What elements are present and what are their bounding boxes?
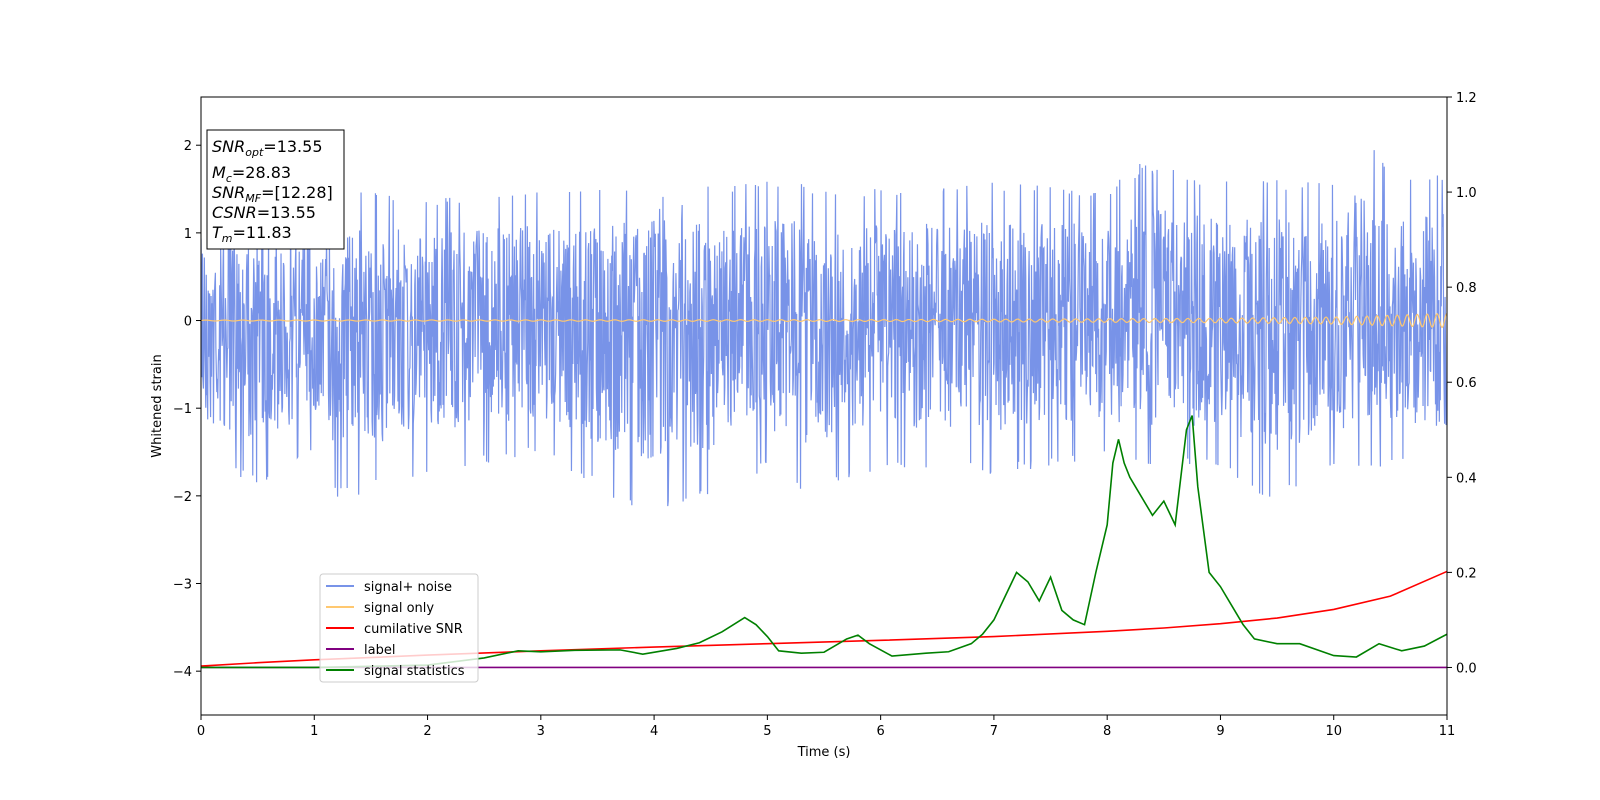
- annotation-line-mc: Mc=28.83: [212, 163, 291, 185]
- y-right-tick-label: 1.2: [1456, 91, 1477, 106]
- annotation-line-tm: Tm=11.83: [212, 223, 292, 245]
- x-tick-label: 7: [990, 724, 998, 739]
- legend-label-signal-statistics: signal statistics: [364, 664, 465, 679]
- legend-item-signal-only: signal only: [326, 601, 434, 616]
- x-tick-label: 3: [537, 724, 545, 739]
- signal-only-line: [201, 313, 1447, 329]
- y-left-tick-label: 2: [184, 139, 192, 154]
- y-left-tick-label: −1: [173, 402, 192, 417]
- legend-label-signal-noise: signal+ noise: [364, 580, 452, 595]
- legend-item-signal-noise: signal+ noise: [326, 580, 452, 595]
- y-left-tick-label: −3: [173, 578, 192, 593]
- y-right-tick-label: 0.2: [1456, 566, 1477, 581]
- y-right-tick-label: 0.4: [1456, 471, 1477, 486]
- legend-item-label: label: [326, 643, 395, 658]
- x-tick-label: 1: [310, 724, 318, 739]
- legend-item-signal-statistics: signal statistics: [326, 664, 465, 679]
- x-tick-label: 8: [1103, 724, 1111, 739]
- y-left-tick-label: 0: [184, 315, 192, 330]
- x-tick-label: 10: [1325, 724, 1342, 739]
- legend-label-signal-only: signal only: [364, 601, 434, 616]
- legend: signal+ noise signal only cumilative SNR…: [319, 573, 479, 683]
- legend-label-cumulative-snr: cumilative SNR: [364, 622, 463, 637]
- annotation-line-csnr: CSNR=13.55: [212, 203, 316, 222]
- legend-item-cumulative-snr: cumilative SNR: [326, 622, 463, 637]
- y-axis-label-left: Whitened strain: [150, 354, 165, 457]
- y-right-tick-label: 0.0: [1456, 661, 1477, 676]
- x-tick-label: 0: [197, 724, 205, 739]
- y-right-tick-label: 0.6: [1456, 376, 1477, 391]
- x-tick-label: 4: [650, 724, 658, 739]
- y-left-tick-label: −2: [173, 490, 192, 505]
- annotation-line-snr-mf: SNRMF=[12.28]: [212, 183, 333, 205]
- signal-noise-series: [201, 150, 1447, 507]
- y-right-tick-label: 1.0: [1456, 186, 1477, 201]
- info-annotation-box: SNRopt=13.55 Mc=28.83 SNRMF=[12.28] CSNR…: [206, 129, 345, 250]
- x-tick-label: 6: [876, 724, 884, 739]
- annotation-line-snr-opt: SNRopt=13.55: [212, 137, 323, 159]
- x-tick-label: 9: [1216, 724, 1224, 739]
- y-left-tick-label: 1: [184, 227, 192, 242]
- signal-noise-line: [201, 150, 1447, 507]
- signal-statistics-line: [201, 415, 1447, 669]
- y-right-tick-label: 0.8: [1456, 281, 1477, 296]
- legend-label-label: label: [364, 643, 395, 658]
- x-tick-label: 11: [1439, 724, 1456, 739]
- x-axis-label: Time (s): [797, 745, 851, 760]
- signal-only-series: [201, 313, 1447, 329]
- y-left-tick-label: −4: [173, 665, 192, 680]
- plot-frame: [200, 96, 1448, 716]
- x-tick-label: 2: [423, 724, 431, 739]
- x-tick-label: 5: [763, 724, 771, 739]
